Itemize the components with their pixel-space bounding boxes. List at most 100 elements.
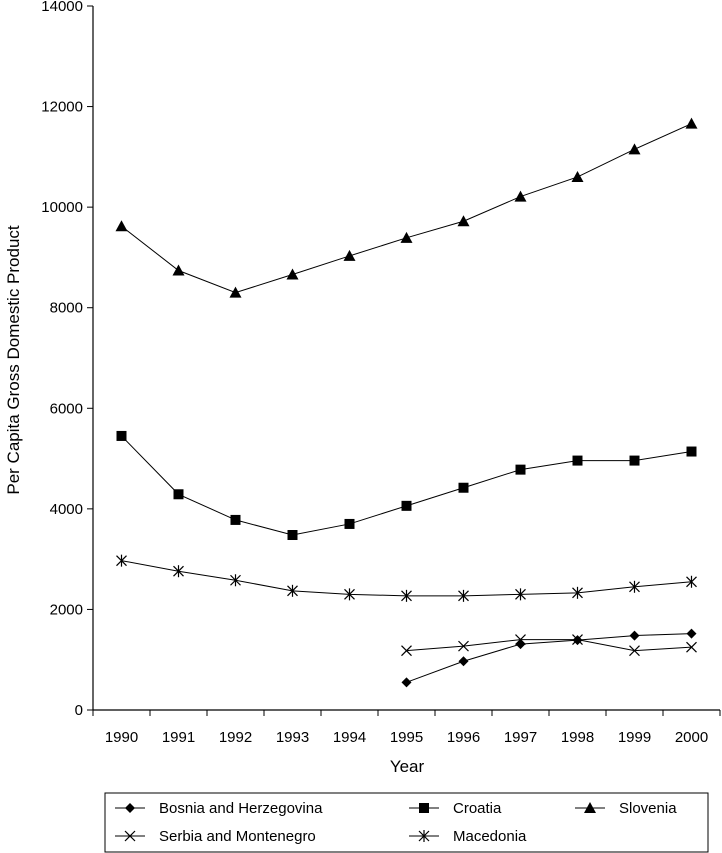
triangle-marker: [571, 170, 584, 182]
square-shape: [173, 489, 184, 500]
x-marker: [572, 634, 583, 646]
asterisk-marker: [572, 586, 583, 599]
triangle-shape: [229, 286, 242, 298]
asterisk-marker: [116, 554, 127, 567]
axes: 0 2000 4000 6000 8000 10000 12000 14000 1990 1991…: [41, 0, 721, 746]
diamond-marker: [515, 639, 526, 650]
diamond-marker: [401, 677, 412, 688]
triangle-marker: [343, 249, 356, 261]
square-marker: [515, 464, 526, 475]
triangle-shape: [343, 249, 356, 261]
x-tick-label: 1991: [162, 729, 195, 746]
diamond-marker: [629, 630, 640, 641]
triangle-marker: [457, 215, 470, 227]
triangle-marker: [400, 231, 413, 243]
triangle-shape: [628, 143, 641, 155]
legend-item: Slovenia: [575, 800, 677, 817]
square-shape: [686, 446, 697, 457]
x-tick-label: 1995: [390, 729, 423, 746]
square-shape: [287, 530, 298, 541]
legend-label: Slovenia: [619, 800, 677, 817]
series-line: [406, 639, 692, 652]
diamond-shape: [686, 628, 697, 639]
x-stroke: [515, 634, 526, 646]
asterisk-marker: [418, 830, 430, 842]
series-bosnia-and-herzegovina: [401, 628, 697, 688]
y-tick-label: 14000: [41, 0, 83, 15]
square-shape: [515, 464, 526, 475]
diamond-shape: [458, 656, 469, 667]
triangle-marker: [628, 143, 641, 155]
square-marker: [401, 500, 412, 511]
diamond-shape: [515, 639, 526, 650]
legend-item: Bosnia and Herzegovina: [115, 800, 323, 817]
asterisk-marker: [287, 584, 298, 597]
square-shape: [344, 518, 355, 529]
legend-item: Macedonia: [409, 828, 527, 845]
y-tick-label: 8000: [50, 300, 83, 317]
legend-label: Macedonia: [453, 828, 527, 845]
square-marker: [287, 530, 298, 541]
triangle-shape: [286, 268, 299, 280]
x-tick-label: 1998: [561, 729, 594, 746]
asterisk-marker: [230, 574, 241, 587]
x-tick-label: 1997: [504, 729, 537, 746]
square-marker: [173, 489, 184, 500]
legend-box: [104, 792, 709, 853]
diamond-marker: [458, 656, 469, 667]
triangle-marker: [584, 802, 596, 813]
triangle-marker: [115, 220, 128, 232]
x-tick-label: 1990: [105, 729, 138, 746]
square-shape: [401, 500, 412, 511]
x-axis-title: Year: [390, 757, 425, 776]
triangle-shape: [685, 117, 698, 129]
square-shape: [629, 455, 640, 466]
x-tick-label: 1996: [447, 729, 480, 746]
series-line: [121, 435, 692, 536]
asterisk-marker: [173, 565, 184, 578]
legend-label: Croatia: [453, 800, 502, 817]
y-tick-label: 4000: [50, 501, 83, 518]
diamond-marker: [125, 803, 135, 813]
x-marker: [458, 640, 469, 652]
y-tick-label: 0: [75, 702, 83, 719]
triangle-shape: [172, 264, 185, 276]
series-line: [121, 123, 692, 294]
series-macedonia: [116, 554, 697, 602]
triangle-marker: [229, 286, 242, 298]
square-shape: [572, 455, 583, 466]
y-tick-label: 12000: [41, 99, 83, 116]
x-tick-label: 1993: [276, 729, 309, 746]
triangle-shape: [400, 231, 413, 243]
x-marker: [401, 645, 412, 657]
square-shape: [458, 482, 469, 493]
square-marker: [344, 518, 355, 529]
square-shape: [230, 514, 241, 525]
asterisk-marker: [458, 589, 469, 602]
square-shape: [116, 430, 127, 441]
legend: Bosnia and Herzegovina Croatia Slovenia Ser…: [104, 792, 709, 853]
y-tick-label: 2000: [50, 601, 83, 618]
triangle-shape: [457, 215, 470, 227]
triangle-shape: [584, 802, 596, 813]
diamond-shape: [629, 630, 640, 641]
x-stroke: [124, 830, 136, 842]
legend-label: Bosnia and Herzegovina: [159, 800, 323, 817]
series-slovenia: [115, 117, 698, 298]
x-stroke: [629, 645, 640, 657]
x-stroke: [458, 640, 469, 652]
x-stroke: [572, 634, 583, 646]
triangle-shape: [514, 190, 527, 202]
x-marker: [515, 634, 526, 646]
x-tick-label: 1992: [219, 729, 252, 746]
square-marker: [629, 455, 640, 466]
square-marker: [458, 482, 469, 493]
x-marker: [686, 641, 697, 653]
triangle-shape: [571, 170, 584, 182]
asterisk-marker: [344, 588, 355, 601]
x-stroke: [401, 645, 412, 657]
x-stroke: [686, 641, 697, 653]
square-marker: [686, 446, 697, 457]
legend-item: Serbia and Montenegro: [115, 828, 316, 845]
